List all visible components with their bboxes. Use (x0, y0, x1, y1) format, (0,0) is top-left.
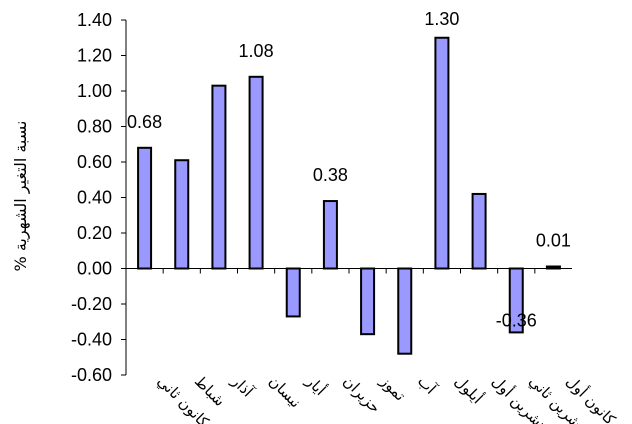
y-tick-label: -0.20 (71, 294, 112, 314)
y-tick-label: -0.60 (71, 365, 112, 385)
bar (248, 75, 264, 270)
y-axis-ticks (121, 19, 126, 376)
data-labels: 0.68 1.08 0.38 1.30 -0.36 0.01 (127, 9, 571, 331)
category-label: آب (414, 372, 440, 398)
category-label: أيلول (451, 371, 487, 407)
y-tick-label: 1.00 (77, 81, 112, 101)
bar (211, 84, 227, 270)
y-tick-label: 1.20 (77, 46, 112, 66)
category-label: آذار (227, 371, 257, 401)
data-label: -0.36 (496, 310, 537, 330)
category-label: نيسان (265, 372, 304, 411)
bars (125, 36, 561, 355)
data-label: 0.01 (536, 231, 571, 251)
bar (174, 159, 190, 270)
bar (434, 36, 450, 270)
y-tick-label: 0.80 (77, 117, 112, 137)
data-label: 0.38 (313, 165, 348, 185)
bar (322, 200, 338, 270)
bar (285, 267, 301, 318)
bar (137, 146, 153, 270)
y-tick-label: 0.00 (77, 259, 112, 279)
bar (471, 192, 487, 270)
category-label: حزيران (340, 372, 385, 417)
y-axis-title: % نسبة التغير الشهرية (11, 121, 31, 272)
y-tick-label: 0.60 (77, 152, 112, 172)
y-axis-tick-labels: 1.40 1.20 1.00 0.80 0.60 0.40 0.20 0.00 -0.20 -0.… (71, 10, 112, 385)
data-label: 1.08 (239, 41, 274, 61)
y-tick-label: -0.40 (71, 330, 112, 350)
y-tick-label: 0.40 (77, 188, 112, 208)
y-tick-label: 1.40 (77, 10, 112, 30)
data-label: 0.68 (127, 112, 162, 132)
axes (125, 20, 572, 375)
bar (360, 267, 376, 336)
bar (397, 267, 413, 355)
y-tick-label: 0.20 (77, 223, 112, 243)
data-label: 1.30 (424, 9, 459, 29)
category-label: أيار (302, 371, 330, 399)
